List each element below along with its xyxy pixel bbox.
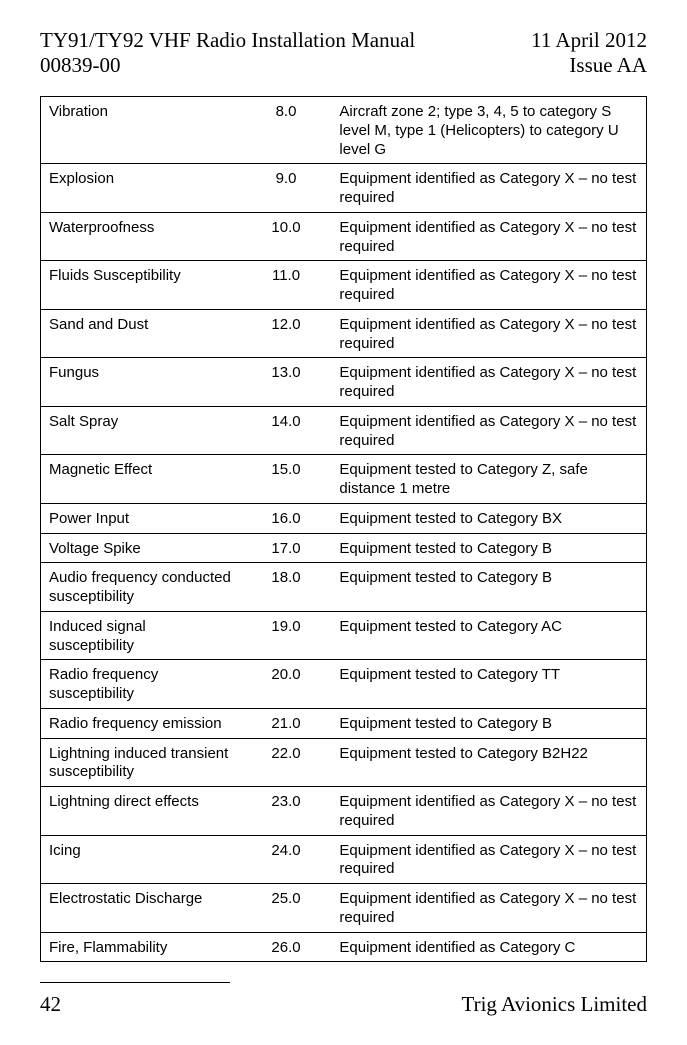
description-cell: Equipment identified as Category C (331, 932, 646, 961)
condition-cell: Fungus (41, 358, 241, 407)
section-cell: 16.0 (241, 503, 332, 533)
description-cell: Equipment identified as Category X – no … (331, 212, 646, 261)
table-row: Vibration8.0Aircraft zone 2; type 3, 4, … (41, 97, 646, 164)
table-row: Sand and Dust12.0Equipment identified as… (41, 309, 646, 358)
doc-number: 00839-00 (40, 53, 415, 78)
section-cell: 17.0 (241, 533, 332, 563)
table-row: Audio frequency conducted susceptibility… (41, 563, 646, 612)
description-cell: Equipment identified as Category X – no … (331, 787, 646, 836)
description-cell: Aircraft zone 2; type 3, 4, 5 to categor… (331, 97, 646, 164)
condition-cell: Explosion (41, 164, 241, 213)
table-row: Radio frequency emission21.0Equipment te… (41, 708, 646, 738)
condition-cell: Lightning induced transient susceptibili… (41, 738, 241, 787)
section-cell: 23.0 (241, 787, 332, 836)
description-cell: Equipment tested to Category B (331, 708, 646, 738)
table-row: Lightning induced transient susceptibili… (41, 738, 646, 787)
condition-cell: Magnetic Effect (41, 455, 241, 504)
section-cell: 11.0 (241, 261, 332, 310)
table-row: Fire, Flammability26.0Equipment identifi… (41, 932, 646, 961)
header-right: 11 April 2012 Issue AA (531, 28, 647, 78)
page-footer: 42 Trig Avionics Limited (40, 992, 647, 1017)
table-row: Salt Spray14.0Equipment identified as Ca… (41, 406, 646, 455)
description-cell: Equipment tested to Category B2H22 (331, 738, 646, 787)
section-cell: 24.0 (241, 835, 332, 884)
table-row: Explosion9.0Equipment identified as Cate… (41, 164, 646, 213)
section-cell: 20.0 (241, 660, 332, 709)
table-row: Radio frequency susceptibility20.0Equipm… (41, 660, 646, 709)
condition-cell: Radio frequency emission (41, 708, 241, 738)
table-row: Induced signal susceptibility19.0Equipme… (41, 611, 646, 660)
section-cell: 22.0 (241, 738, 332, 787)
condition-cell: Power Input (41, 503, 241, 533)
condition-cell: Electrostatic Discharge (41, 884, 241, 933)
condition-cell: Radio frequency susceptibility (41, 660, 241, 709)
description-cell: Equipment tested to Category B (331, 533, 646, 563)
short-rule (40, 982, 230, 983)
doc-title: TY91/TY92 VHF Radio Installation Manual (40, 28, 415, 53)
description-cell: Equipment tested to Category BX (331, 503, 646, 533)
section-cell: 18.0 (241, 563, 332, 612)
page-header: TY91/TY92 VHF Radio Installation Manual … (40, 28, 647, 78)
condition-cell: Salt Spray (41, 406, 241, 455)
qualification-table: Vibration8.0Aircraft zone 2; type 3, 4, … (41, 97, 646, 961)
condition-cell: Audio frequency conducted susceptibility (41, 563, 241, 612)
header-left: TY91/TY92 VHF Radio Installation Manual … (40, 28, 415, 78)
section-cell: 10.0 (241, 212, 332, 261)
description-cell: Equipment identified as Category X – no … (331, 358, 646, 407)
section-cell: 15.0 (241, 455, 332, 504)
page-number: 42 (40, 992, 61, 1017)
doc-date: 11 April 2012 (531, 28, 647, 53)
description-cell: Equipment tested to Category AC (331, 611, 646, 660)
condition-cell: Waterproofness (41, 212, 241, 261)
qualification-table-wrap: Vibration8.0Aircraft zone 2; type 3, 4, … (40, 96, 647, 962)
table-row: Fluids Susceptibility11.0Equipment ident… (41, 261, 646, 310)
condition-cell: Voltage Spike (41, 533, 241, 563)
section-cell: 25.0 (241, 884, 332, 933)
section-cell: 26.0 (241, 932, 332, 961)
section-cell: 12.0 (241, 309, 332, 358)
description-cell: Equipment identified as Category X – no … (331, 835, 646, 884)
section-cell: 9.0 (241, 164, 332, 213)
description-cell: Equipment tested to Category B (331, 563, 646, 612)
table-row: Fungus13.0Equipment identified as Catego… (41, 358, 646, 407)
table-row: Power Input16.0Equipment tested to Categ… (41, 503, 646, 533)
table-row: Electrostatic Discharge25.0Equipment ide… (41, 884, 646, 933)
description-cell: Equipment tested to Category TT (331, 660, 646, 709)
description-cell: Equipment identified as Category X – no … (331, 406, 646, 455)
company-name: Trig Avionics Limited (461, 992, 647, 1017)
condition-cell: Sand and Dust (41, 309, 241, 358)
doc-issue: Issue AA (531, 53, 647, 78)
table-row: Waterproofness10.0Equipment identified a… (41, 212, 646, 261)
table-row: Icing24.0Equipment identified as Categor… (41, 835, 646, 884)
condition-cell: Fire, Flammability (41, 932, 241, 961)
description-cell: Equipment identified as Category X – no … (331, 884, 646, 933)
condition-cell: Vibration (41, 97, 241, 164)
table-row: Lightning direct effects23.0Equipment id… (41, 787, 646, 836)
condition-cell: Fluids Susceptibility (41, 261, 241, 310)
section-cell: 14.0 (241, 406, 332, 455)
description-cell: Equipment identified as Category X – no … (331, 164, 646, 213)
description-cell: Equipment identified as Category X – no … (331, 309, 646, 358)
section-cell: 21.0 (241, 708, 332, 738)
condition-cell: Icing (41, 835, 241, 884)
table-body: Vibration8.0Aircraft zone 2; type 3, 4, … (41, 97, 646, 961)
table-row: Voltage Spike17.0Equipment tested to Cat… (41, 533, 646, 563)
table-row: Magnetic Effect15.0Equipment tested to C… (41, 455, 646, 504)
section-cell: 13.0 (241, 358, 332, 407)
condition-cell: Induced signal susceptibility (41, 611, 241, 660)
section-cell: 19.0 (241, 611, 332, 660)
condition-cell: Lightning direct effects (41, 787, 241, 836)
description-cell: Equipment identified as Category X – no … (331, 261, 646, 310)
section-cell: 8.0 (241, 97, 332, 164)
description-cell: Equipment tested to Category Z, safe dis… (331, 455, 646, 504)
